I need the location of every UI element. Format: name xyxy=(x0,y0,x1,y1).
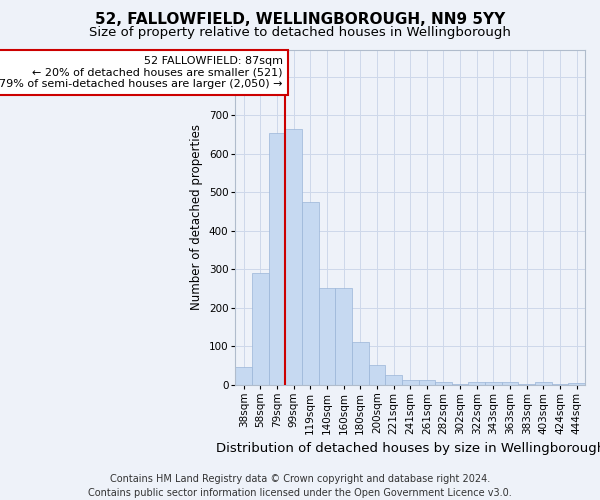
Bar xyxy=(319,288,335,384)
Text: 52, FALLOWFIELD, WELLINGBOROUGH, NN9 5YY: 52, FALLOWFIELD, WELLINGBOROUGH, NN9 5YY xyxy=(95,12,505,28)
Bar xyxy=(269,132,286,384)
Bar xyxy=(535,382,552,384)
Bar xyxy=(235,368,252,384)
Bar xyxy=(568,382,585,384)
Bar xyxy=(435,382,452,384)
Bar xyxy=(485,382,502,384)
X-axis label: Distribution of detached houses by size in Wellingborough: Distribution of detached houses by size … xyxy=(215,442,600,455)
Bar xyxy=(302,202,319,384)
Text: Contains HM Land Registry data © Crown copyright and database right 2024.
Contai: Contains HM Land Registry data © Crown c… xyxy=(88,474,512,498)
Bar xyxy=(352,342,368,384)
Bar xyxy=(402,380,419,384)
Bar xyxy=(385,375,402,384)
Bar xyxy=(286,129,302,384)
Bar xyxy=(469,382,485,384)
Y-axis label: Number of detached properties: Number of detached properties xyxy=(190,124,203,310)
Bar xyxy=(502,382,518,384)
Bar xyxy=(252,273,269,384)
Bar xyxy=(368,366,385,384)
Text: Size of property relative to detached houses in Wellingborough: Size of property relative to detached ho… xyxy=(89,26,511,39)
Bar xyxy=(419,380,435,384)
Bar xyxy=(335,288,352,384)
Text: 52 FALLOWFIELD: 87sqm
← 20% of detached houses are smaller (521)
79% of semi-det: 52 FALLOWFIELD: 87sqm ← 20% of detached … xyxy=(0,56,283,89)
